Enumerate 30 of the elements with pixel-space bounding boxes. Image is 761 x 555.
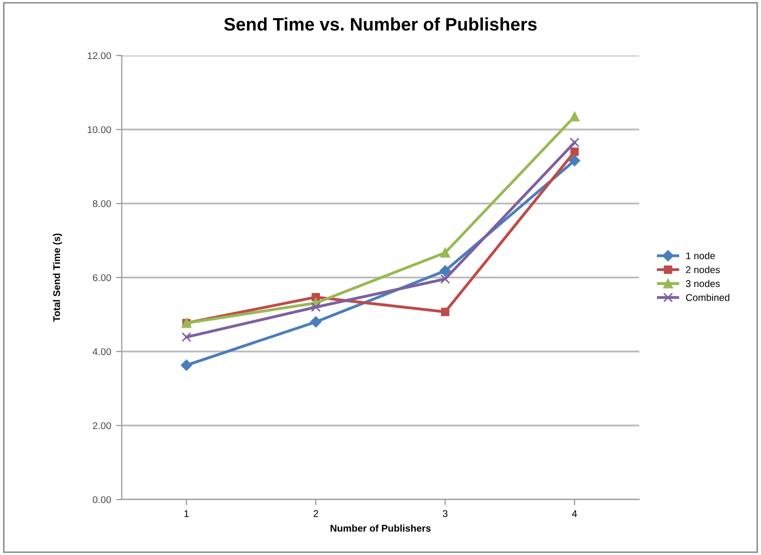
point xyxy=(568,154,580,166)
legend-label: 3 nodes xyxy=(686,280,720,288)
x-axis-title: Number of Publishers xyxy=(330,524,431,532)
x-tick-label: 3 xyxy=(442,510,448,518)
point xyxy=(570,138,580,148)
x-tick-label: 1 xyxy=(184,510,189,517)
legend-label: 1 node xyxy=(686,252,715,260)
point xyxy=(310,316,322,328)
point xyxy=(440,248,450,258)
x-tick-label: 4 xyxy=(572,510,577,517)
y-axis-title: Total Send Time (s) xyxy=(52,234,62,322)
x-tick-label: 2 xyxy=(314,510,318,517)
point xyxy=(310,302,321,312)
y-tick-label: 4.00 xyxy=(92,348,111,356)
point xyxy=(180,360,192,371)
point xyxy=(440,265,451,276)
y-tick-label: 6.00 xyxy=(92,274,111,282)
y-tick-label: 10.00 xyxy=(88,126,111,134)
point xyxy=(570,148,579,156)
y-tick-label: 12.00 xyxy=(88,52,111,60)
point xyxy=(182,332,192,342)
legend-label: Combined xyxy=(686,294,730,301)
y-tick-label: 8.00 xyxy=(92,200,111,208)
y-tick-label: 2.00 xyxy=(92,422,111,430)
chart-title: Send Time vs. Number of Publishers xyxy=(224,17,537,31)
y-tick-label: 0.00 xyxy=(92,496,111,504)
point xyxy=(440,274,450,284)
point xyxy=(441,308,450,316)
legend-label: 2 nodes xyxy=(686,266,720,274)
point xyxy=(570,112,580,122)
